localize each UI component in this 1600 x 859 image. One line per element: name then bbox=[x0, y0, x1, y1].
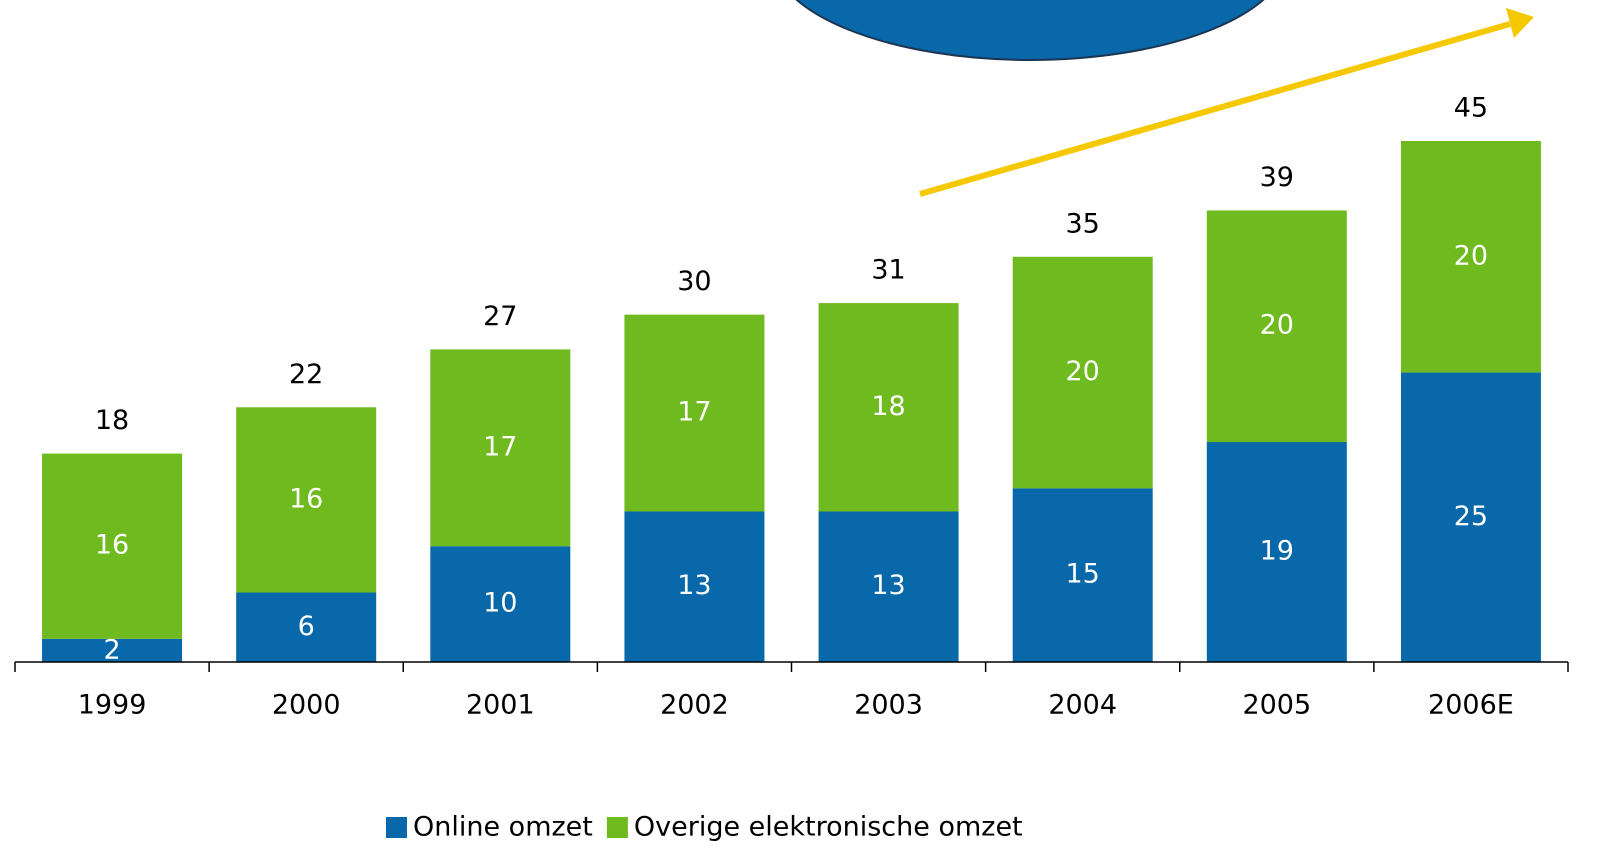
total-label: 27 bbox=[483, 301, 517, 332]
data-label: 13 bbox=[871, 570, 905, 601]
trend-arrow-head bbox=[1506, 8, 1534, 38]
data-label: 20 bbox=[1066, 356, 1100, 387]
total-label: 45 bbox=[1454, 93, 1488, 124]
x-tick-label: 2001 bbox=[466, 690, 535, 721]
bar-segment bbox=[1012, 256, 1153, 489]
bar-segment bbox=[624, 314, 765, 512]
legend-label: Online omzet bbox=[413, 812, 593, 843]
bar-segment bbox=[1400, 372, 1541, 662]
total-label: 31 bbox=[871, 255, 905, 286]
bar-segment bbox=[430, 349, 571, 547]
x-tick-label: 1999 bbox=[78, 690, 147, 721]
bar-segment bbox=[42, 453, 183, 639]
data-label: 18 bbox=[871, 391, 905, 422]
bar-segment bbox=[818, 303, 959, 512]
x-tick-label: 2000 bbox=[272, 690, 341, 721]
bar-segment bbox=[1206, 210, 1347, 443]
data-label: 17 bbox=[483, 431, 517, 462]
legend-swatch bbox=[386, 817, 407, 838]
total-label: 18 bbox=[95, 405, 129, 436]
data-label: 13 bbox=[677, 570, 711, 601]
trend-arrow bbox=[919, 21, 1511, 197]
data-label: 20 bbox=[1260, 310, 1294, 341]
data-label: 10 bbox=[483, 588, 517, 619]
data-label: 17 bbox=[677, 397, 711, 428]
bar-segment bbox=[430, 546, 571, 662]
legend-swatch bbox=[606, 817, 628, 838]
total-label: 22 bbox=[289, 359, 323, 390]
data-label: 20 bbox=[1454, 240, 1488, 271]
decorative-ellipse bbox=[795, 0, 1265, 61]
bar-segment bbox=[818, 511, 959, 662]
total-label: 30 bbox=[677, 266, 711, 297]
x-tick-label: 2002 bbox=[660, 690, 729, 721]
bar-segment bbox=[1400, 141, 1541, 373]
bar-segment bbox=[1206, 442, 1347, 662]
x-tick-label: 2005 bbox=[1242, 690, 1311, 721]
bar-segment bbox=[624, 511, 765, 662]
bar-segment bbox=[236, 407, 377, 593]
x-tick-label: 2003 bbox=[854, 690, 923, 721]
legend-label: Overige elektronische omzet bbox=[634, 812, 1023, 843]
x-tick-label: 2006E bbox=[1428, 690, 1514, 721]
data-label: 6 bbox=[298, 611, 315, 642]
bar-segment bbox=[1012, 488, 1153, 662]
data-label: 16 bbox=[289, 483, 323, 514]
data-label: 15 bbox=[1066, 559, 1100, 590]
total-label: 35 bbox=[1066, 208, 1100, 239]
data-label: 2 bbox=[103, 635, 120, 666]
bar-segment bbox=[236, 592, 377, 662]
data-label: 16 bbox=[95, 530, 129, 561]
bar-segment bbox=[42, 638, 183, 662]
data-label: 19 bbox=[1260, 536, 1294, 567]
x-tick-label: 2004 bbox=[1048, 690, 1117, 721]
data-label: 25 bbox=[1454, 501, 1488, 532]
total-label: 39 bbox=[1260, 162, 1294, 193]
